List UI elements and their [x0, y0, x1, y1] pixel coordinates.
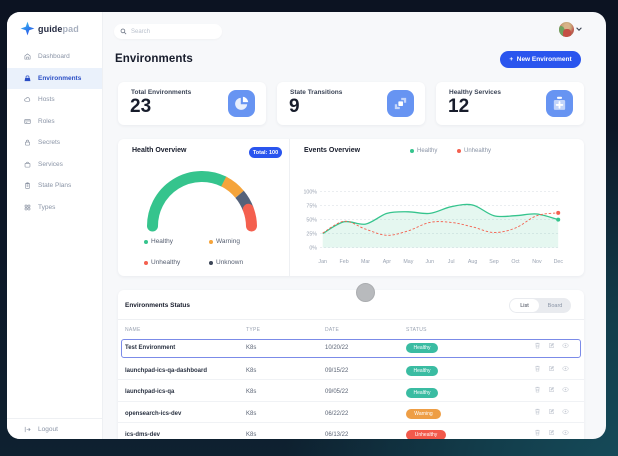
svg-text:Nov: Nov	[532, 259, 542, 265]
svg-text:Aug: Aug	[468, 259, 477, 265]
svg-text:100%: 100%	[303, 190, 317, 196]
svg-text:Mar: Mar	[361, 259, 370, 265]
svg-text:Apr: Apr	[383, 259, 391, 265]
svg-text:Dec: Dec	[554, 259, 564, 265]
svg-text:50%: 50%	[306, 218, 317, 224]
svg-text:0%: 0%	[309, 246, 317, 252]
svg-text:May: May	[403, 259, 413, 265]
svg-text:Jul: Jul	[448, 259, 455, 265]
svg-text:25%: 25%	[306, 232, 317, 238]
svg-text:75%: 75%	[306, 204, 317, 210]
svg-text:Jun: Jun	[426, 259, 435, 265]
svg-text:Sep: Sep	[489, 259, 498, 265]
svg-text:Oct: Oct	[511, 259, 520, 265]
svg-text:Feb: Feb	[340, 259, 349, 265]
svg-text:Jan: Jan	[318, 259, 327, 265]
